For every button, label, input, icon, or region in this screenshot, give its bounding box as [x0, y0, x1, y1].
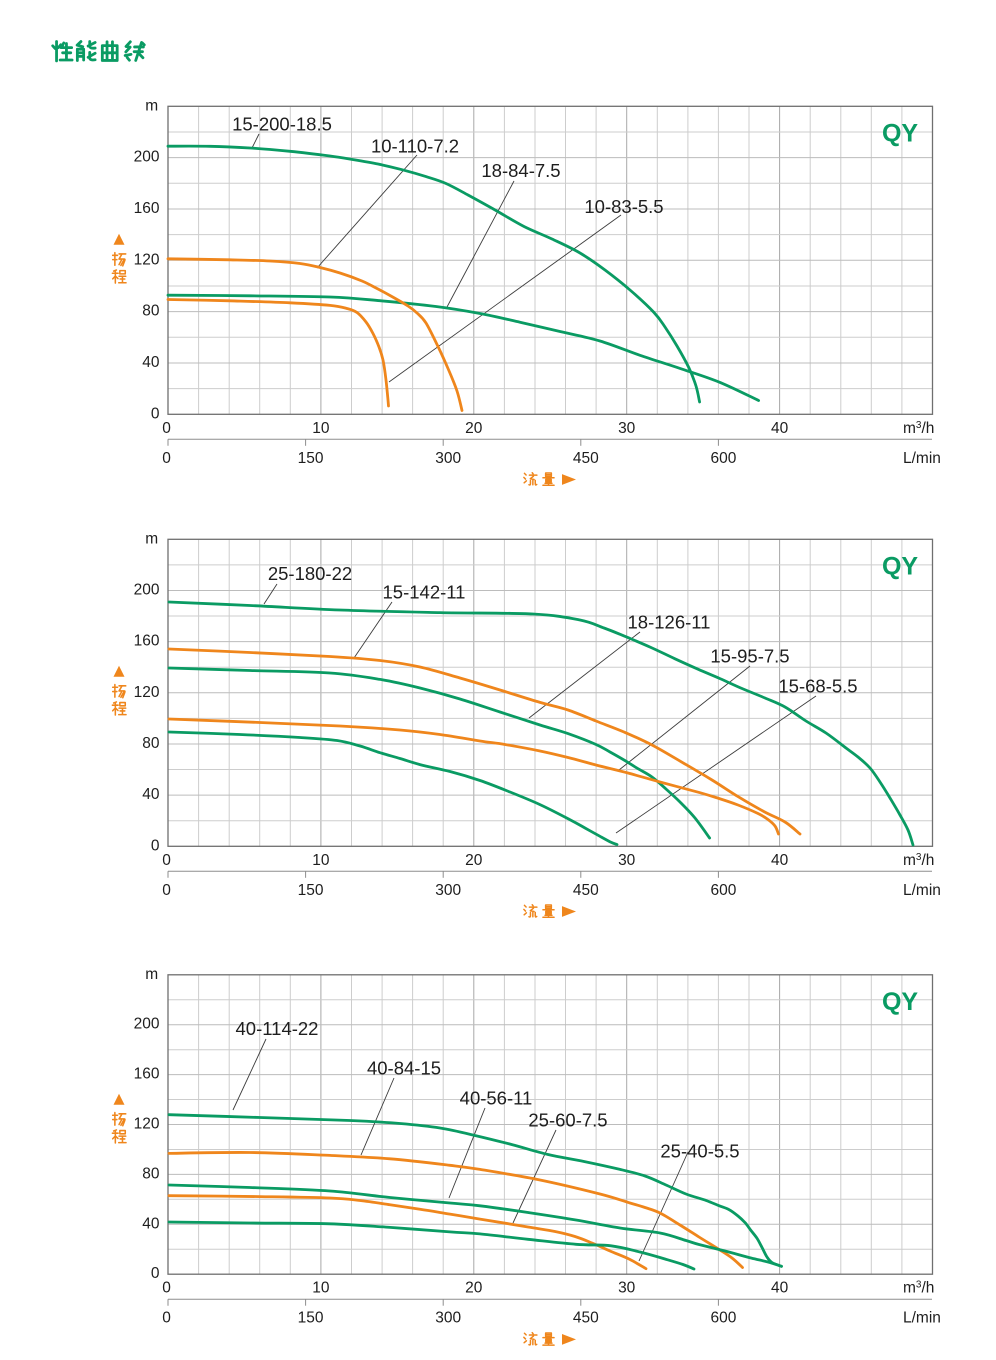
svg-text:m3/h: m3/h: [903, 1280, 934, 1297]
svg-text:160: 160: [134, 200, 160, 217]
svg-text:600: 600: [710, 882, 736, 899]
svg-text:200: 200: [134, 1016, 160, 1033]
svg-text:0: 0: [151, 1265, 160, 1282]
svg-text:160: 160: [134, 633, 160, 650]
svg-text:m: m: [145, 966, 158, 983]
svg-text:40-114-22: 40-114-22: [236, 1018, 319, 1039]
svg-text:200: 200: [134, 149, 160, 166]
svg-text:600: 600: [710, 1310, 736, 1327]
svg-text:80: 80: [142, 1165, 160, 1182]
svg-text:450: 450: [573, 1310, 599, 1327]
svg-text:25-60-7.5: 25-60-7.5: [528, 1110, 607, 1131]
svg-text:300: 300: [435, 450, 461, 467]
svg-text:40-84-15: 40-84-15: [367, 1058, 441, 1079]
svg-text:40: 40: [771, 1280, 789, 1297]
svg-text:120: 120: [134, 1116, 160, 1133]
svg-text:m3/h: m3/h: [903, 420, 934, 437]
svg-text:L/min: L/min: [903, 882, 941, 899]
svg-text:0: 0: [162, 882, 171, 899]
svg-text:150: 150: [298, 450, 324, 467]
svg-text:QY: QY: [882, 119, 918, 147]
svg-text:0: 0: [162, 450, 171, 467]
svg-text:10: 10: [312, 420, 330, 437]
svg-text:m: m: [145, 530, 158, 547]
svg-text:80: 80: [142, 303, 160, 320]
svg-text:25-180-22: 25-180-22: [268, 563, 352, 584]
svg-text:40: 40: [142, 354, 160, 371]
svg-text:L/min: L/min: [903, 1310, 941, 1327]
svg-text:40: 40: [142, 786, 160, 803]
svg-text:300: 300: [435, 1310, 461, 1327]
svg-text:150: 150: [298, 882, 324, 899]
svg-text:m: m: [145, 97, 158, 114]
svg-text:15-95-7.5: 15-95-7.5: [710, 646, 789, 667]
svg-text:160: 160: [134, 1066, 160, 1083]
svg-text:18-126-11: 18-126-11: [628, 612, 711, 633]
svg-text:30: 30: [618, 1280, 636, 1297]
svg-text:120: 120: [134, 251, 160, 268]
svg-text:10: 10: [312, 1280, 330, 1297]
svg-text:15-200-18.5: 15-200-18.5: [232, 114, 332, 135]
svg-text:30: 30: [618, 852, 636, 869]
svg-text:20: 20: [465, 852, 483, 869]
svg-text:20: 20: [465, 1280, 483, 1297]
svg-text:120: 120: [134, 684, 160, 701]
svg-text:10-110-7.2: 10-110-7.2: [371, 136, 459, 157]
svg-text:0: 0: [151, 837, 160, 854]
svg-text:450: 450: [573, 450, 599, 467]
svg-text:20: 20: [465, 420, 483, 437]
svg-text:18-84-7.5: 18-84-7.5: [481, 160, 560, 181]
svg-text:0: 0: [162, 1280, 171, 1297]
svg-text:200: 200: [134, 582, 160, 599]
svg-text:m3/h: m3/h: [903, 852, 934, 869]
svg-text:10: 10: [312, 852, 330, 869]
svg-text:40: 40: [142, 1215, 160, 1232]
svg-text:40: 40: [771, 420, 789, 437]
svg-text:0: 0: [162, 852, 171, 869]
svg-text:15-142-11: 15-142-11: [383, 581, 466, 602]
svg-text:QY: QY: [882, 988, 918, 1016]
svg-text:0: 0: [162, 1310, 171, 1327]
svg-text:QY: QY: [882, 552, 918, 580]
svg-text:0: 0: [162, 420, 171, 437]
svg-text:300: 300: [435, 882, 461, 899]
svg-text:L/min: L/min: [903, 450, 941, 467]
svg-text:25-40-5.5: 25-40-5.5: [660, 1141, 739, 1162]
svg-text:450: 450: [573, 882, 599, 899]
svg-text:30: 30: [618, 420, 636, 437]
svg-text:40-56-11: 40-56-11: [460, 1088, 533, 1109]
svg-text:600: 600: [710, 450, 736, 467]
svg-text:150: 150: [298, 1310, 324, 1327]
svg-text:0: 0: [151, 405, 160, 422]
svg-text:10-83-5.5: 10-83-5.5: [584, 196, 663, 217]
svg-text:15-68-5.5: 15-68-5.5: [778, 676, 857, 697]
svg-text:80: 80: [142, 735, 160, 752]
svg-text:40: 40: [771, 852, 789, 869]
